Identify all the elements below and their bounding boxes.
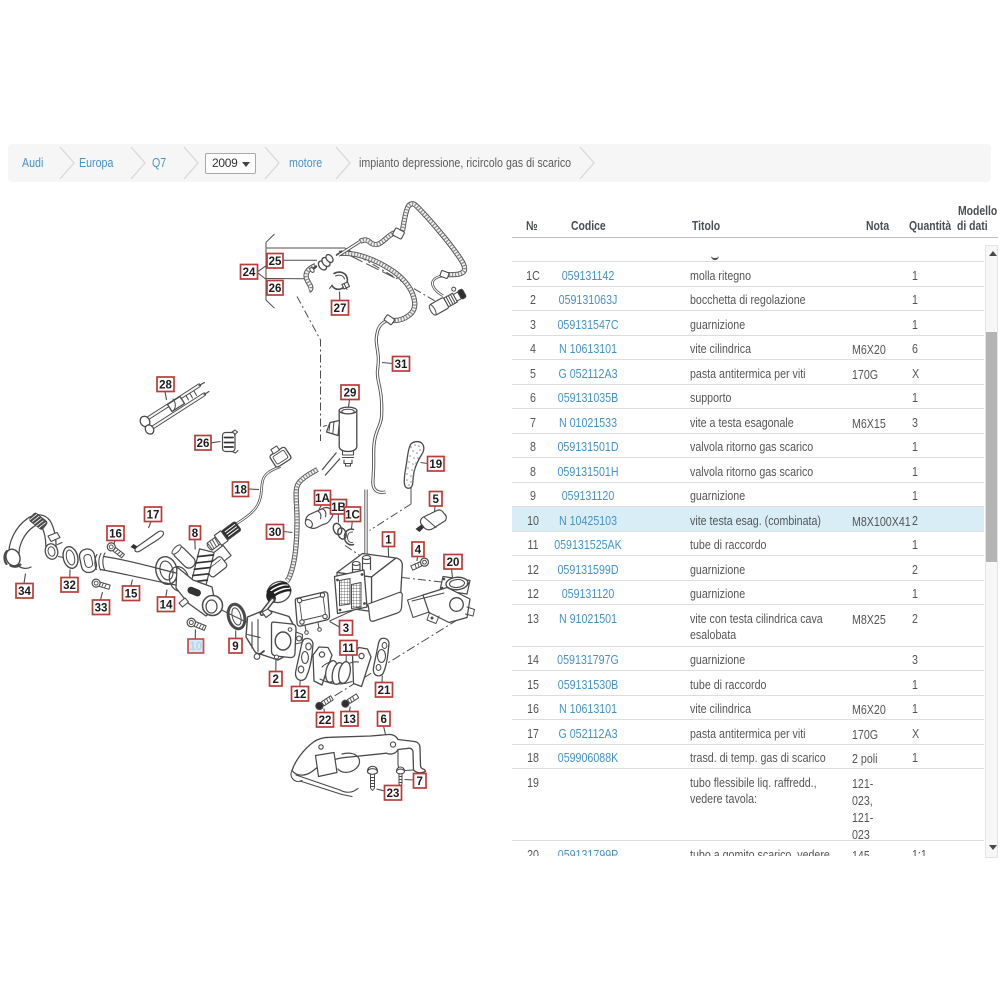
svg-text:13: 13 — [343, 714, 356, 726]
svg-text:31: 31 — [395, 359, 408, 371]
svg-text:22: 22 — [319, 715, 332, 727]
svg-text:20: 20 — [447, 557, 460, 569]
svg-text:7: 7 — [417, 776, 423, 788]
svg-text:23: 23 — [387, 788, 400, 800]
svg-text:28: 28 — [159, 379, 172, 391]
svg-text:8: 8 — [192, 528, 199, 540]
svg-text:34: 34 — [18, 586, 31, 598]
svg-text:21: 21 — [378, 685, 391, 697]
svg-text:19: 19 — [429, 459, 442, 471]
svg-text:10: 10 — [189, 641, 202, 653]
svg-text:30: 30 — [269, 527, 282, 539]
svg-text:1A: 1A — [315, 493, 330, 505]
svg-text:5: 5 — [433, 494, 440, 506]
svg-text:9: 9 — [232, 641, 238, 653]
svg-text:26: 26 — [197, 438, 210, 450]
svg-text:1B: 1B — [331, 502, 346, 514]
svg-text:15: 15 — [125, 588, 138, 600]
svg-text:6: 6 — [381, 714, 387, 726]
svg-text:24: 24 — [243, 267, 256, 279]
svg-text:2: 2 — [273, 674, 279, 686]
svg-text:16: 16 — [109, 528, 122, 540]
svg-text:4: 4 — [415, 544, 422, 556]
svg-text:12: 12 — [294, 689, 307, 701]
svg-text:1C: 1C — [345, 509, 360, 521]
svg-text:14: 14 — [160, 599, 173, 611]
svg-text:27: 27 — [334, 303, 347, 315]
svg-text:32: 32 — [63, 580, 76, 592]
svg-text:3: 3 — [343, 623, 349, 635]
svg-text:26: 26 — [269, 283, 282, 295]
svg-text:17: 17 — [147, 509, 160, 521]
svg-text:18: 18 — [234, 484, 247, 496]
svg-text:29: 29 — [344, 387, 357, 399]
svg-text:33: 33 — [95, 602, 108, 614]
svg-text:11: 11 — [342, 643, 355, 655]
svg-text:1: 1 — [385, 534, 392, 546]
svg-text:25: 25 — [269, 256, 282, 268]
